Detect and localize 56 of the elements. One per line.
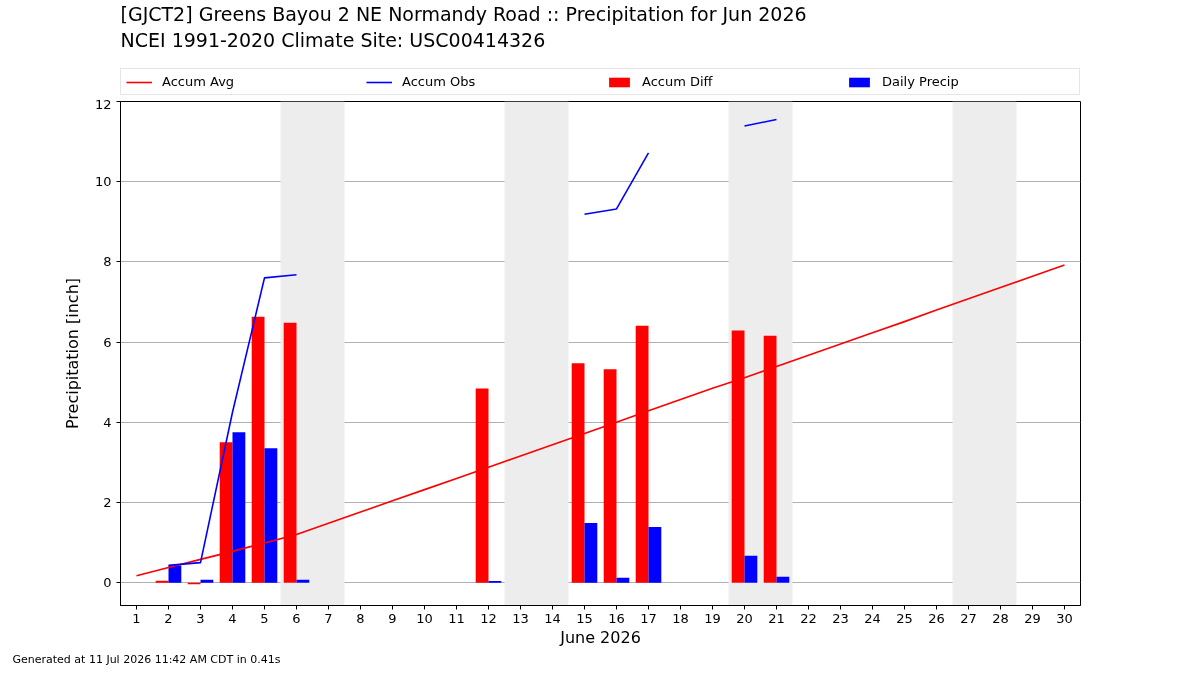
y-tick-label: 8 (103, 254, 112, 270)
x-tick-label: 3 (196, 610, 205, 626)
bar (296, 579, 310, 583)
x-tick-label: 12 (480, 610, 497, 626)
legend-label: Accum Avg (162, 74, 236, 89)
x-tick-label: 15 (576, 610, 593, 626)
bar (584, 522, 598, 583)
x-tick-label: 27 (960, 610, 977, 626)
bar (648, 526, 662, 583)
y-tick-label: 10 (94, 174, 112, 190)
bar (616, 577, 630, 583)
text: Generated at 11 Jul 2026 11:42 AM CDT in 0.41s (12, 652, 281, 666)
x-tick-label: 14 (544, 610, 561, 626)
legend-label: Accum Obs (402, 74, 477, 89)
x-tick-label: 5 (260, 610, 269, 626)
x-tick-label: 30 (1056, 610, 1073, 626)
bar (744, 555, 758, 583)
x-tick-label: 7 (324, 610, 333, 626)
x-tick-label: 11 (448, 610, 465, 626)
x-tick-label: 29 (1024, 610, 1041, 626)
x-axis-title: June 2026 (559, 627, 641, 647)
x-tick-label: 8 (356, 610, 365, 626)
x-tick-label: 21 (768, 610, 785, 626)
x-tick-label: 24 (864, 610, 881, 626)
legend-label: Accum Diff (642, 74, 714, 89)
x-tick-label: 28 (992, 610, 1009, 626)
x-tick-label: 17 (640, 610, 657, 626)
x-tick-label: 26 (928, 610, 945, 626)
x-tick-label: 6 (292, 610, 301, 626)
y-axis-title: Precipitation [inch] (62, 277, 82, 430)
x-tick-label: 25 (896, 610, 913, 626)
y-tick-label: 0 (103, 575, 112, 591)
bar (264, 448, 278, 583)
y-tick-label: 6 (103, 334, 112, 350)
x-tick-label: 20 (736, 610, 753, 626)
x-tick-label: 10 (416, 610, 433, 626)
y-tick-label: 4 (103, 414, 112, 430)
chart-title: [GJCT2] Greens Bayou 2 NE Normandy Road :: Precipitation for Jun 2026 (120, 2, 807, 25)
legend-label: Daily Precip (882, 74, 960, 89)
y-tick-label: 12 (94, 96, 112, 112)
bar (232, 432, 246, 583)
bar (200, 579, 214, 583)
x-tick-label: 13 (512, 610, 529, 626)
x-tick-label: 1 (132, 610, 141, 626)
x-tick-label: 18 (672, 610, 689, 626)
x-tick-label: 22 (800, 610, 817, 626)
x-tick-label: 16 (608, 610, 625, 626)
bar (155, 580, 169, 583)
x-tick-label: 4 (228, 610, 237, 626)
x-tick-label: 2 (164, 610, 173, 626)
chart-subtitle: NCEI 1991-2020 Climate Site: USC00414326 (120, 28, 546, 51)
y-tick-label: 2 (103, 494, 112, 510)
x-tick-label: 23 (832, 610, 849, 626)
bar (776, 576, 790, 583)
x-tick-label: 19 (704, 610, 721, 626)
x-tick-label: 9 (388, 610, 397, 626)
